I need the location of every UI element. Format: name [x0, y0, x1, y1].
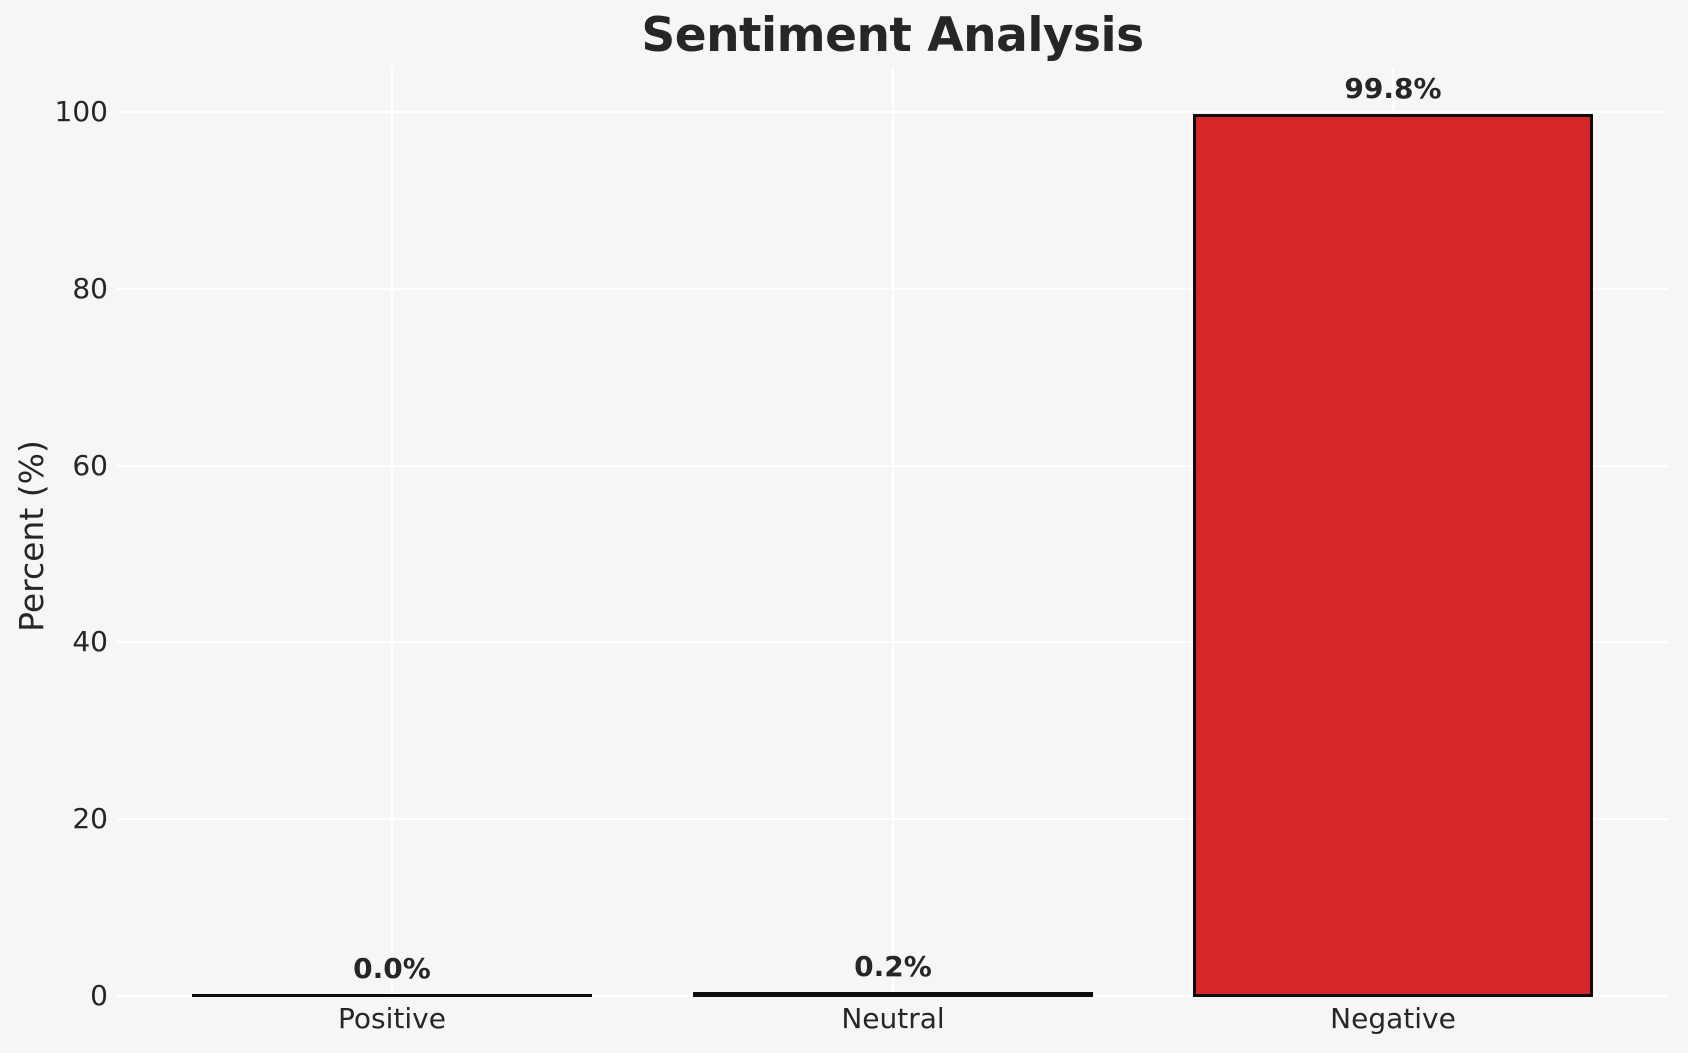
bar-negative — [1193, 114, 1593, 997]
y-tick-label: 20 — [72, 802, 108, 836]
bar-value-label: 0.0% — [353, 952, 431, 985]
x-tick-label-neutral: Neutral — [841, 1002, 945, 1035]
y-tick-label: 60 — [72, 448, 108, 482]
x-gridline — [891, 68, 894, 996]
bar-value-label: 99.8% — [1344, 72, 1442, 105]
y-tick-label: 100 — [54, 95, 108, 128]
chart-title: Sentiment Analysis — [641, 8, 1144, 63]
y-tick-label: 40 — [72, 625, 108, 659]
y-tick-label: 80 — [72, 271, 108, 305]
x-gridline — [391, 68, 394, 996]
bar-neutral — [693, 992, 1093, 997]
bar-positive — [192, 994, 592, 997]
y-tick-label: 0 — [90, 979, 108, 1012]
x-tick-label-positive: Positive — [338, 1002, 446, 1035]
bar-value-label: 0.2% — [854, 950, 932, 983]
x-tick-label-negative: Negative — [1330, 1002, 1456, 1035]
